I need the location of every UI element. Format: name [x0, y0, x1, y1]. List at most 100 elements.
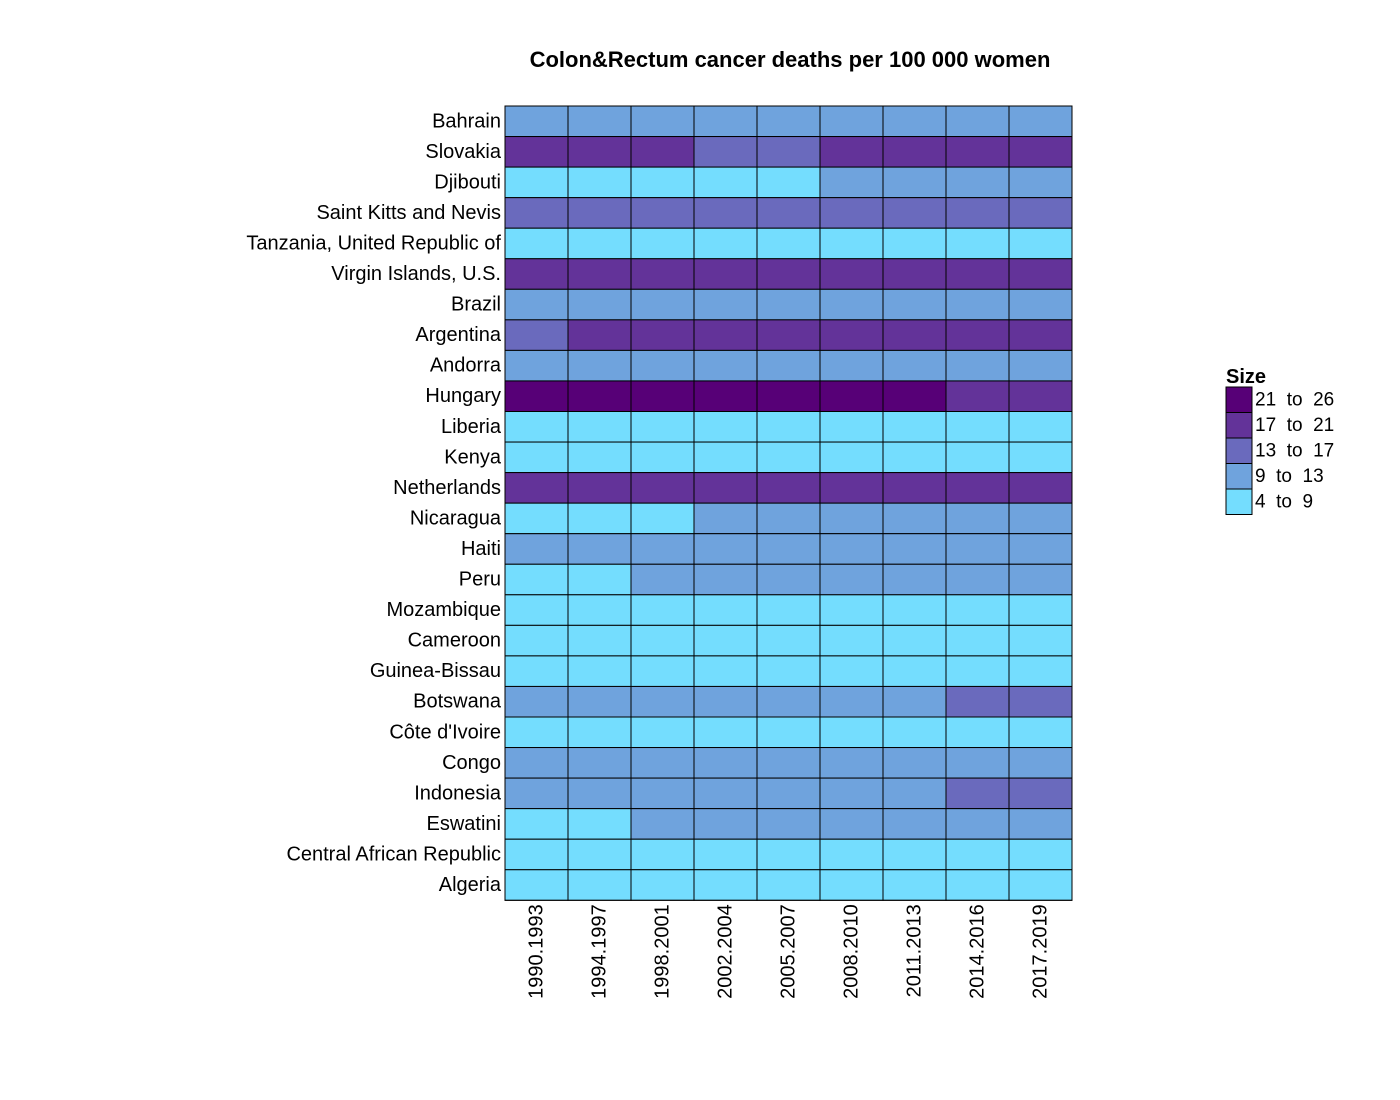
col-label-2002-2004: 2002.2004	[715, 904, 737, 999]
heatmap-cell-cameroon-2017-2019	[1008, 624, 1073, 657]
heatmap-cell-indonesia-2005-2007	[756, 777, 821, 810]
heatmap-cell-central-african-republic-1998-2001	[630, 838, 695, 871]
heatmap-cell-central-african-republic-2014-2016	[945, 838, 1010, 871]
heatmap-cell-brazil-2011-2013	[882, 288, 947, 321]
heatmap-cell-netherlands-1990-1993	[504, 472, 569, 504]
heatmap-cell-nicaragua-2011-2013	[882, 502, 947, 535]
heatmap-cell-kenya-2011-2013	[882, 441, 947, 474]
heatmap-cell-brazil-1998-2001	[630, 288, 695, 321]
heatmap-cell-guinea-bissau-2005-2007	[756, 655, 821, 687]
heatmap-cell-haiti-2002-2004	[693, 533, 758, 565]
row-label-hungary: Hungary	[425, 385, 501, 407]
heatmap-cell-mozambique-2005-2007	[756, 594, 821, 626]
heatmap-cell-guinea-bissau-1994-1997	[567, 655, 632, 687]
heatmap-cell-kenya-2014-2016	[945, 441, 1010, 474]
heatmap-cell-eswatini-2014-2016	[945, 808, 1010, 840]
legend-swatch-0	[1225, 386, 1253, 413]
row-label-argentina: Argentina	[415, 324, 501, 346]
heatmap-cell-haiti-1994-1997	[567, 533, 632, 565]
heatmap-cell-virgin-islands-u-s-1998-2001	[630, 258, 695, 290]
heatmap-cell-c-te-d-ivoire-1994-1997	[567, 716, 632, 749]
heatmap-cell-nicaragua-1990-1993	[504, 502, 569, 535]
heatmap-cell-hungary-2014-2016	[945, 380, 1010, 413]
heatmap-cell-tanzania-united-republic-of-2005-2007	[756, 227, 821, 260]
heatmap-cell-central-african-republic-1994-1997	[567, 838, 632, 871]
heatmap-cell-cameroon-2008-2010	[819, 624, 884, 657]
heatmap-cell-c-te-d-ivoire-2008-2010	[819, 716, 884, 749]
heatmap-cell-slovakia-1994-1997	[567, 136, 632, 168]
heatmap-cell-nicaragua-2008-2010	[819, 502, 884, 535]
heatmap-cell-guinea-bissau-1990-1993	[504, 655, 569, 687]
heatmap-cell-algeria-1994-1997	[567, 869, 632, 901]
heatmap-cell-kenya-1994-1997	[567, 441, 632, 474]
heatmap-cell-cameroon-1990-1993	[504, 624, 569, 657]
heatmap-cell-brazil-2005-2007	[756, 288, 821, 321]
heatmap-cell-peru-1994-1997	[567, 563, 632, 596]
heatmap-cell-bahrain-2005-2007	[756, 105, 821, 138]
heatmap-cell-cameroon-2011-2013	[882, 624, 947, 657]
heatmap-cell-argentina-2008-2010	[819, 319, 884, 351]
heatmap-cell-peru-2011-2013	[882, 563, 947, 596]
heatmap-cell-andorra-2002-2004	[693, 349, 758, 382]
heatmap-cell-hungary-2002-2004	[693, 380, 758, 413]
legend-swatch-4	[1225, 488, 1253, 515]
heatmap-cell-brazil-2014-2016	[945, 288, 1010, 321]
heatmap-cell-peru-1990-1993	[504, 563, 569, 596]
heatmap-cell-haiti-2014-2016	[945, 533, 1010, 565]
heatmap-cell-peru-2005-2007	[756, 563, 821, 596]
heatmap-cell-netherlands-2002-2004	[693, 472, 758, 504]
heatmap-cell-algeria-2002-2004	[693, 869, 758, 901]
row-label-algeria: Algeria	[439, 874, 502, 896]
heatmap-cell-virgin-islands-u-s-2002-2004	[693, 258, 758, 290]
row-label-brazil: Brazil	[451, 294, 501, 316]
col-label-2011-2013: 2011.2013	[904, 904, 926, 997]
heatmap-cell-nicaragua-2014-2016	[945, 502, 1010, 535]
heatmap-cell-virgin-islands-u-s-1990-1993	[504, 258, 569, 290]
row-label-peru: Peru	[459, 569, 501, 591]
heatmap-cell-congo-1990-1993	[504, 747, 569, 779]
heatmap-cell-kenya-2005-2007	[756, 441, 821, 474]
heatmap-cell-saint-kitts-and-nevis-2014-2016	[945, 197, 1010, 229]
heatmap-cell-bahrain-2011-2013	[882, 105, 947, 138]
heatmap-cell-c-te-d-ivoire-1990-1993	[504, 716, 569, 749]
row-label-central-african-republic: Central African Republic	[286, 843, 501, 865]
heatmap-cell-brazil-2008-2010	[819, 288, 884, 321]
plot-border	[504, 105, 1073, 901]
heatmap-cell-botswana-2005-2007	[756, 685, 821, 718]
heatmap-cell-saint-kitts-and-nevis-2002-2004	[693, 197, 758, 229]
heatmap-cell-liberia-2017-2019	[1008, 411, 1073, 443]
heatmap-cell-guinea-bissau-2008-2010	[819, 655, 884, 687]
heatmap-cell-kenya-2017-2019	[1008, 441, 1073, 474]
heatmap-cell-eswatini-2002-2004	[693, 808, 758, 840]
heatmap-cell-liberia-2014-2016	[945, 411, 1010, 443]
heatmap-cell-brazil-1990-1993	[504, 288, 569, 321]
heatmap-cell-liberia-1994-1997	[567, 411, 632, 443]
heatmap-cell-haiti-2008-2010	[819, 533, 884, 565]
heatmap-cell-kenya-2008-2010	[819, 441, 884, 474]
heatmap-cell-netherlands-2008-2010	[819, 472, 884, 504]
heatmap-cell-eswatini-2005-2007	[756, 808, 821, 840]
heatmap-cell-netherlands-2017-2019	[1008, 472, 1073, 504]
heatmap-cell-eswatini-2017-2019	[1008, 808, 1073, 840]
heatmap-cell-djibouti-2011-2013	[882, 166, 947, 199]
heatmap-cell-slovakia-2008-2010	[819, 136, 884, 168]
heatmap-cell-algeria-2017-2019	[1008, 869, 1073, 901]
heatmap-cell-kenya-1990-1993	[504, 441, 569, 474]
col-label-2008-2010: 2008.2010	[841, 904, 863, 999]
heatmap-cell-andorra-2005-2007	[756, 349, 821, 382]
heatmap-cell-congo-2017-2019	[1008, 747, 1073, 779]
heatmap-cell-mozambique-1994-1997	[567, 594, 632, 626]
heatmap-cell-peru-2017-2019	[1008, 563, 1073, 596]
heatmap-cell-brazil-2002-2004	[693, 288, 758, 321]
heatmap-cell-tanzania-united-republic-of-1994-1997	[567, 227, 632, 260]
heatmap-cell-argentina-2011-2013	[882, 319, 947, 351]
heatmap-cell-central-african-republic-1990-1993	[504, 838, 569, 871]
heatmap-cell-indonesia-2011-2013	[882, 777, 947, 810]
heatmap-cell-virgin-islands-u-s-2017-2019	[1008, 258, 1073, 290]
heatmap-cell-botswana-2011-2013	[882, 685, 947, 718]
heatmap-cell-central-african-republic-2002-2004	[693, 838, 758, 871]
heatmap-cell-central-african-republic-2005-2007	[756, 838, 821, 871]
heatmap-cell-botswana-2014-2016	[945, 685, 1010, 718]
heatmap-cell-hungary-1990-1993	[504, 380, 569, 413]
